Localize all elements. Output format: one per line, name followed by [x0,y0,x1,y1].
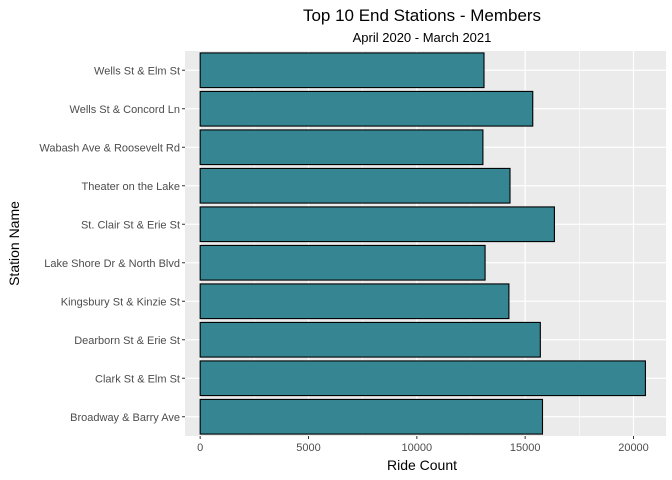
y-tick-label: Clark St & Elm St [95,373,180,385]
x-axis-label: Ride Count [387,457,457,473]
y-tick-label: Dearborn St & Erie St [74,335,180,347]
y-tick-label: Broadway & Barry Ave [70,412,180,424]
chart-title: Top 10 End Stations - Members [303,6,541,25]
bar [199,90,534,127]
x-axis: 0 5000 10000 15000 20000 [197,436,649,454]
x-tick-label: 20000 [618,442,649,454]
bar [199,52,485,89]
x-tick-label: 10000 [402,442,433,454]
bar [199,206,555,243]
bar [199,398,544,435]
bar [199,360,646,397]
x-tick-label: 15000 [510,442,541,454]
y-tick-label: Wells St & Elm St [94,65,180,77]
y-tick-label: Wabash Ave & Roosevelt Rd [39,142,180,154]
bar [199,129,484,166]
y-axis: Broadway & Barry Ave Clark St & Elm St Dea… [39,65,185,424]
y-tick-label: Wells St & Concord Ln [70,104,180,116]
y-tick-label: Theater on the Lake [82,181,180,193]
y-axis-label: Station Name [6,201,22,286]
bar [199,283,510,320]
y-tick-label: Kingsbury St & Kinzie St [61,296,180,308]
x-tick-label: 5000 [296,442,320,454]
y-tick-label: St. Clair St & Erie St [81,219,180,231]
bar [199,167,511,204]
chart-subtitle: April 2020 - March 2021 [353,30,492,45]
y-tick-label: Lake Shore Dr & North Blvd [44,258,180,270]
bar [199,244,486,281]
bar [199,321,541,358]
x-tick-label: 0 [197,442,203,454]
bars [199,52,646,435]
